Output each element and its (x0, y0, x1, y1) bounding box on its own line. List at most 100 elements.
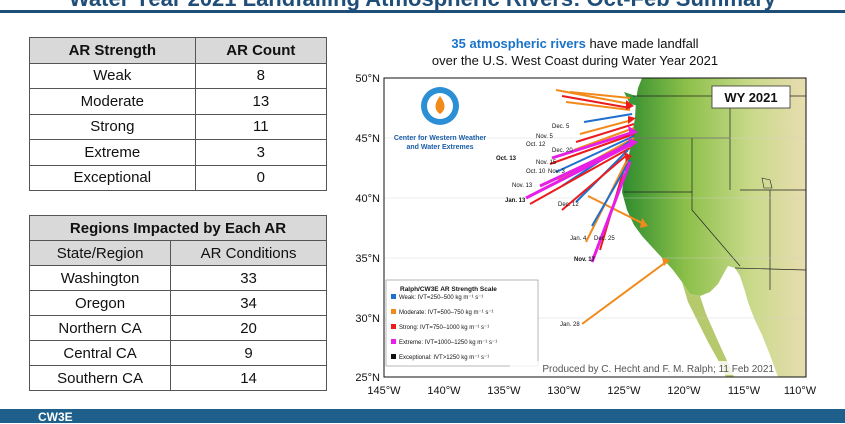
ar-arrow (591, 159, 631, 227)
vancouver-island (624, 92, 640, 106)
table-row: Northern CA 20 (28, 315, 327, 341)
legend-swatch (391, 324, 396, 329)
row-value: 33 (170, 265, 327, 291)
legend-box (385, 279, 539, 367)
row-value: 0 (194, 164, 328, 191)
ar-arrow (555, 135, 635, 173)
table-row: Washington 33 (28, 265, 327, 291)
legend-swatch (391, 294, 396, 299)
ar-arrows (525, 89, 667, 325)
credit-background (510, 361, 772, 375)
table-row: Moderate 13 (29, 88, 328, 115)
ar-arrow (590, 161, 632, 263)
lon-tick-label: 115°W (728, 385, 761, 397)
ar-date-label: Nov. 3 (548, 169, 566, 175)
column-header: AR Conditions (170, 240, 327, 266)
headline-count: 35 atmospheric rivers (451, 36, 585, 51)
row-value: 11 (194, 113, 328, 140)
ar-arrow (575, 123, 635, 143)
ar-arrow (555, 89, 631, 105)
column-header: State/Region (28, 240, 172, 266)
row-value: 9 (170, 340, 327, 366)
row-label: Washington (28, 265, 172, 291)
ar-arrow (525, 142, 633, 200)
ar-date-label: Dec. 25 (594, 236, 615, 242)
lat-tick-label: 50°N (355, 73, 380, 85)
row-label: Central CA (28, 340, 172, 366)
ar-date-label: Dec. 20 (552, 148, 573, 154)
arrow-head (628, 126, 638, 136)
lat-tick-label: 25°N (355, 372, 380, 384)
ar-arrow (549, 133, 635, 165)
lon-tick-label: 140°W (427, 385, 461, 397)
longitude-ticks: 145°W 140°W 135°W 130°W 125°W 120°W 115°… (367, 385, 816, 397)
lon-tick-label: 145°W (367, 385, 401, 397)
table-row: Weak 8 (29, 62, 328, 89)
map-credit: Produced by C. Hecht and F. M. Ralph; 11… (542, 364, 774, 375)
regions-table: Regions Impacted by Each AR State/Region… (28, 215, 327, 391)
row-label: Weak (29, 62, 196, 89)
map-frame (383, 77, 807, 378)
legend-swatch (391, 309, 396, 314)
table-header-row: State/Region AR Conditions (28, 240, 327, 266)
ar-strength-table: AR Strength AR Count Weak 8 Moderate 13 St… (29, 37, 328, 191)
ar-date-label: Oct. 13 (496, 156, 517, 162)
ar-arrow (561, 95, 631, 109)
lon-tick-label: 110°W (784, 385, 817, 397)
water-drop-icon (435, 96, 445, 114)
legend-label: Extreme: IVT=1000–1250 kg m⁻¹ s⁻¹ (399, 340, 497, 346)
row-label: Exceptional (29, 164, 196, 191)
latitude-ticks: 50°N 45°N 40°N 35°N 30°N 25°N (355, 73, 380, 384)
org-name-line-2: and Water Extremes (406, 144, 473, 151)
ar-date-label: Nov. 17 (574, 257, 596, 263)
row-value: 34 (170, 290, 327, 316)
table-row: Exceptional 0 (29, 164, 328, 191)
legend-label: Weak: IVT=250–500 kg m⁻¹ s⁻¹ (399, 295, 483, 301)
lat-tick-label: 40°N (355, 193, 380, 205)
row-value: 8 (194, 62, 328, 89)
land-mass (622, 78, 806, 377)
wy-badge (711, 85, 791, 109)
column-header: AR Strength (29, 37, 196, 64)
slide-title: Water Year 2021 Landfalling Atmospheric … (0, 0, 845, 12)
lon-tick-label: 135°W (487, 385, 521, 397)
table-title-row: Regions Impacted by Each AR (29, 215, 327, 241)
ar-arrow (587, 195, 645, 225)
arrow-head (628, 116, 636, 124)
lake (761, 177, 773, 189)
legend-label: Exceptional: IVT>1250 kg m⁻¹ s⁻¹ (399, 355, 489, 361)
ar-date-label: Oct. 12 (526, 142, 546, 148)
ar-date-label: Nov. 15 (536, 160, 557, 166)
row-value: 3 (194, 139, 328, 166)
row-label: Oregon (28, 290, 172, 316)
legend-label: Moderate: IVT=500–750 kg m⁻¹ s⁻¹ (399, 310, 494, 316)
ar-arrow (583, 113, 633, 123)
lon-tick-label: 125°W (607, 385, 641, 397)
table-header-row: AR Strength AR Count (29, 37, 328, 64)
lat-tick-label: 45°N (355, 133, 380, 145)
ar-date-label: Dec. 5 (552, 124, 570, 130)
headline-rest: have made landfall (586, 36, 699, 51)
ar-arrow (569, 91, 631, 99)
arrow-head (626, 100, 634, 110)
ar-arrow (581, 261, 667, 325)
arrow-head (640, 218, 648, 228)
cw3e-logo: Center for Western Weather and Water Ext… (394, 87, 486, 151)
row-label: Extreme (29, 139, 196, 166)
legend-swatch (391, 354, 396, 359)
ar-date-label: Jan. 28 (560, 322, 580, 328)
row-label: Southern CA (28, 365, 172, 391)
arrow-head (624, 152, 632, 162)
lat-tick-label: 35°N (355, 253, 380, 265)
ar-date-label: Nov. 13 (512, 183, 533, 189)
ar-date-label: Dec. 12 (558, 202, 579, 208)
wy-badge-label: WY 2021 (724, 90, 777, 105)
legend-swatch (391, 339, 396, 344)
row-value: 14 (170, 365, 327, 391)
row-value: 13 (194, 88, 328, 115)
table-row: Oregon 34 (28, 290, 327, 316)
ar-arrow (561, 153, 629, 211)
map-headline: 35 atmospheric rivers have made landfall (451, 36, 698, 51)
ar-arrow (529, 147, 631, 205)
legend-label: Strong: IVT=750–1000 kg m⁻¹ s⁻¹ (399, 325, 489, 331)
